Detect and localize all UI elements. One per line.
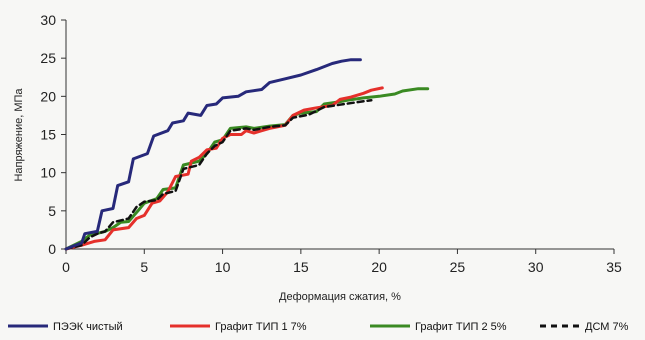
y-tick-label: 30 — [40, 12, 56, 28]
y-tick-label: 10 — [40, 165, 56, 181]
x-tick-label: 5 — [140, 259, 148, 275]
y-tick-label: 20 — [40, 88, 56, 104]
series-line-3 — [64, 98, 373, 251]
series-line-0 — [64, 58, 362, 251]
legend-label-3: ДСМ 7% — [585, 321, 629, 333]
series-line-2 — [64, 87, 430, 251]
x-axis-title: Деформация сжатия, % — [279, 291, 401, 303]
legend: ПЭЭК чистый Графит ТИП 1 7% Графит ТИП 2 5… — [8, 321, 629, 333]
y-tick-label: 15 — [40, 127, 56, 143]
plot-area: 0 5 10 15 20 25 30 0 5 10 15 20 25 30 35 Деформация сжа… — [13, 12, 622, 303]
x-tick-label: 20 — [371, 259, 387, 275]
y-axis-title: Напряжение, МПа — [13, 88, 25, 182]
x-tick-label: 30 — [528, 259, 544, 275]
y-tick-label: 25 — [40, 50, 56, 66]
x-tick-label: 25 — [450, 259, 466, 275]
x-tick-label: 10 — [215, 259, 231, 275]
x-tick-label: 35 — [606, 259, 622, 275]
legend-label-2: Графит ТИП 2 5% — [415, 321, 507, 333]
legend-label-0: ПЭЭК чистый — [53, 321, 123, 333]
legend-label-1: Графит ТИП 1 7% — [215, 321, 307, 333]
y-tick-label: 5 — [48, 203, 56, 219]
series-line-1 — [64, 86, 384, 251]
x-tick-label: 15 — [293, 259, 309, 275]
y-tick-label: 0 — [48, 241, 56, 257]
x-tick-label: 0 — [62, 259, 70, 275]
